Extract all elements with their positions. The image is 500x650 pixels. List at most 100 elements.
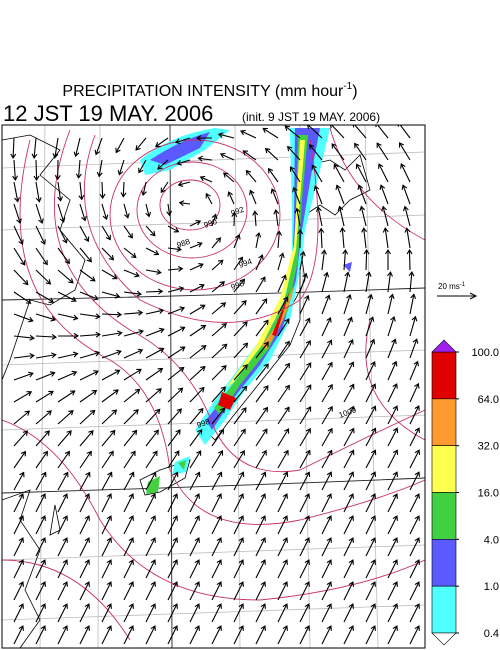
wind-arrow: [167, 537, 178, 557]
wind-arrow: [255, 231, 262, 249]
wind-arrow: [387, 603, 398, 623]
wind-arrow: [167, 306, 186, 315]
colorbar: 100.0 64.0 32.0 16.0 4.0 1.0 0.4: [431, 339, 499, 646]
wind-arrow: [299, 362, 312, 381]
wind-arrow: [277, 274, 287, 293]
wind-arrow: [299, 603, 310, 623]
wind-arrow: [13, 247, 26, 266]
wind-arrow: [211, 281, 226, 293]
wind-arrow: [145, 625, 156, 645]
colorbar-label: 4.0: [484, 534, 499, 546]
wind-arrow: [409, 338, 419, 359]
wind-arrow: [189, 471, 201, 491]
wind-arrow: [343, 316, 353, 337]
wind-arrow: [13, 334, 35, 341]
wind-arrow: [123, 493, 134, 513]
wind-arrow: [57, 269, 74, 284]
wind-arrow: [101, 291, 121, 299]
wind-arrow: [13, 391, 33, 403]
wind-arrow: [13, 410, 31, 425]
wind-arrow: [57, 291, 77, 302]
wind-arrow: [123, 368, 142, 381]
wind-arrow: [339, 227, 346, 249]
wind-arrow: [233, 603, 244, 623]
wind-arrow: [233, 515, 244, 535]
wind-arrow: [365, 537, 376, 557]
wind-arrow: [57, 603, 68, 623]
wind-arrow: [117, 159, 125, 176]
wind-arrow: [233, 625, 244, 645]
wind-arrow: [101, 515, 112, 535]
wind-arrow: [299, 339, 311, 359]
precipitation: [140, 128, 352, 494]
wind-arrow: [387, 383, 398, 403]
wind-arrow: [249, 189, 257, 205]
wind-arrow: [189, 559, 200, 579]
wind-arrow: [255, 276, 266, 293]
wind-arrow: [123, 537, 134, 557]
wind-arrow: [13, 291, 32, 304]
wind-arrow: [79, 291, 99, 301]
wind-arrow: [211, 259, 224, 271]
wind-arrow: [13, 225, 24, 246]
wind-arrow: [299, 384, 312, 403]
wind-arrow: [255, 319, 269, 337]
graticule-major: [2, 125, 425, 648]
wind-arrow: [387, 427, 399, 447]
wind-arrow: [335, 184, 345, 205]
colorbar-label: 16.0: [478, 488, 499, 500]
wind-arrow: [299, 515, 310, 535]
wind-arrow: [387, 493, 398, 513]
wind-arrow: [101, 581, 112, 601]
wind-arrow: [365, 559, 376, 579]
wind-arrow: [123, 515, 134, 535]
wind-arrow: [242, 150, 257, 161]
vector-legend-sup: -1: [460, 282, 466, 288]
wind-arrow: [233, 449, 245, 469]
wind-arrow: [343, 449, 355, 469]
wind-arrow: [123, 247, 137, 259]
wind-arrow: [145, 388, 162, 403]
colorbar-label: 0.4: [484, 628, 499, 640]
wind-arrow: [123, 269, 140, 278]
isobar-label: 990: [203, 217, 219, 230]
wind-arrow: [277, 471, 289, 491]
wind-arrow: [299, 449, 311, 469]
wind-arrow: [343, 537, 354, 557]
wind-arrow: [13, 430, 29, 447]
wind-arrow: [277, 318, 290, 337]
wind-arrow: [409, 427, 420, 447]
wind-arrow: [277, 603, 288, 623]
wind-arrow: [406, 248, 413, 271]
wind-arrow: [189, 304, 206, 315]
wind-arrow: [52, 137, 59, 159]
wind-arrow: [57, 390, 76, 403]
wind-arrow: [189, 262, 204, 271]
wind-arrow: [321, 271, 330, 293]
wind-arrow: [79, 429, 94, 447]
wind-arrow: [35, 181, 42, 203]
wind-arrow: [57, 409, 74, 425]
wind-arrow: [354, 142, 367, 161]
wind-arrow: [35, 333, 58, 340]
wind-arrow: [245, 169, 257, 183]
wind-arrow: [101, 537, 112, 557]
wind-arrow: [35, 390, 54, 403]
valid-time: 12 JST 19 MAY. 2006: [3, 101, 213, 126]
vector-legend-label: 20 ms-1: [438, 282, 466, 291]
wind-arrow: [178, 200, 191, 207]
wind-arrow: [35, 410, 52, 425]
wind-arrow: [189, 493, 200, 513]
colorbar-label: 1.0: [484, 581, 499, 593]
wind-arrow: [189, 450, 202, 469]
wind-arrow: [189, 220, 202, 227]
wind-arrow: [277, 537, 288, 557]
wind-arrow: [79, 331, 101, 338]
wind-arrow: [321, 537, 332, 557]
wind-arrow: [252, 210, 259, 227]
wind-arrow: [13, 269, 29, 286]
wind-arrow: [79, 409, 96, 425]
wind-arrow: [365, 581, 376, 601]
wind-arrow: [57, 581, 68, 601]
wind-arrow: [35, 247, 48, 266]
